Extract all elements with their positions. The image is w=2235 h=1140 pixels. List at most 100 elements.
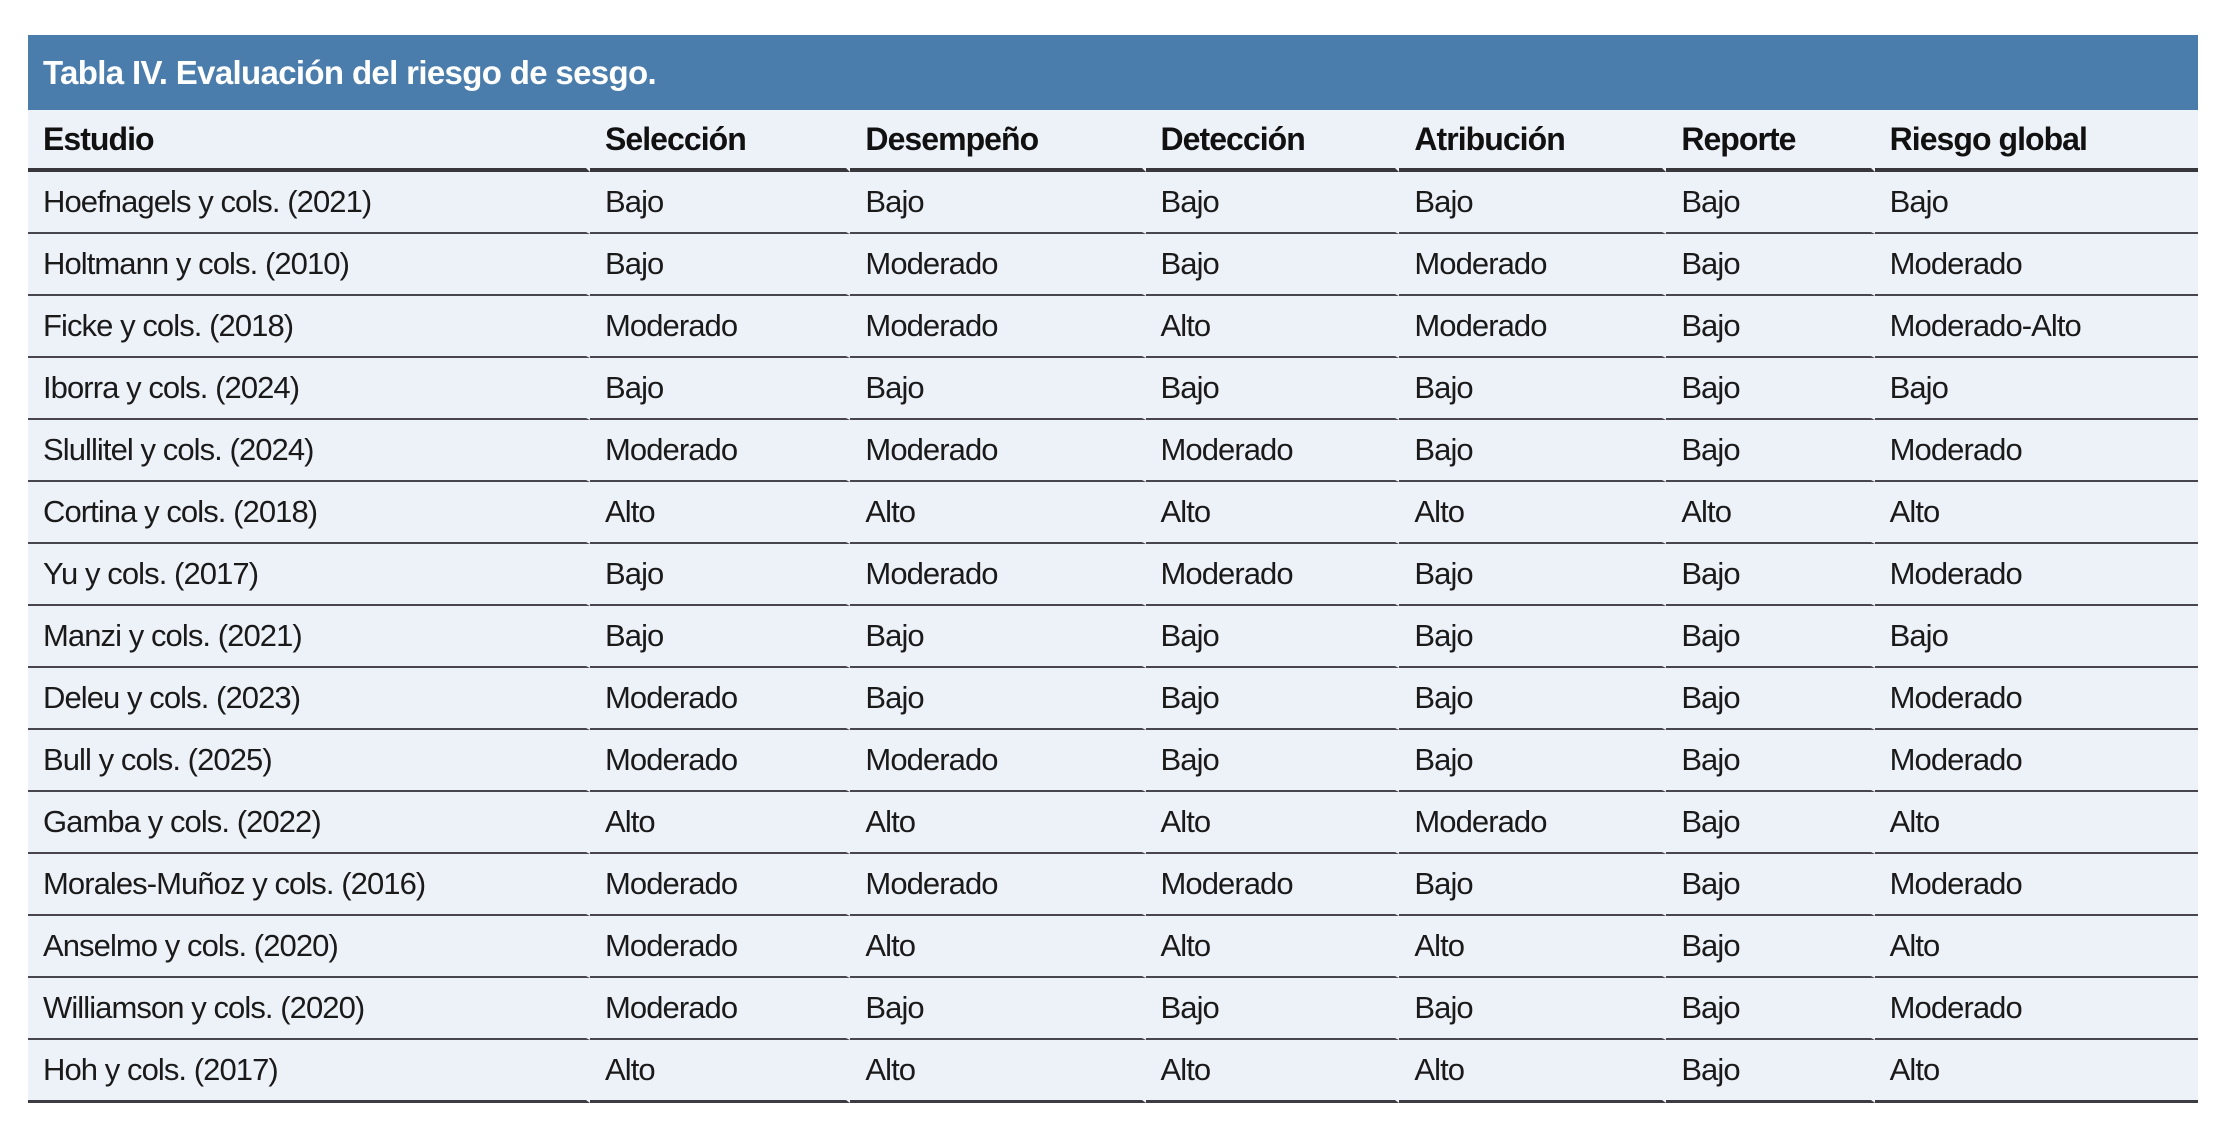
- table-row: Slullitel y cols. (2024) Moderado Moderado…: [28, 420, 2198, 482]
- table-row: Bull y cols. (2025) Moderado Moderado Bajo B…: [28, 730, 2198, 792]
- risk-rating-cell: Bajo: [1399, 978, 1667, 1040]
- risk-rating-cell: Moderado-Alto: [1874, 296, 2198, 358]
- table-title-bar: Tabla IV. Evaluación del riesgo de sesgo…: [28, 35, 2198, 110]
- study-name-cell: Cortina y cols. (2018): [28, 482, 591, 544]
- risk-rating-cell: Moderado: [590, 420, 851, 482]
- risk-rating-cell: Alto: [850, 792, 1146, 854]
- risk-rating-cell: Bajo: [1145, 668, 1400, 730]
- risk-rating-cell: Moderado: [1874, 234, 2198, 296]
- risk-rating-cell: Moderado: [850, 234, 1146, 296]
- risk-rating-cell: Bajo: [1874, 606, 2198, 668]
- risk-rating-cell: Moderado: [590, 668, 851, 730]
- risk-rating-cell: Bajo: [1874, 172, 2198, 234]
- study-name-cell: Yu y cols. (2017): [28, 544, 591, 606]
- risk-rating-cell: Alto: [850, 916, 1146, 978]
- risk-of-bias-table: Tabla IV. Evaluación del riesgo de sesgo…: [28, 35, 2198, 1103]
- risk-rating-cell: Moderado: [850, 296, 1146, 358]
- study-name-cell: Manzi y cols. (2021): [28, 606, 591, 668]
- risk-rating-cell: Alto: [1874, 482, 2198, 544]
- risk-rating-cell: Moderado: [1145, 854, 1400, 916]
- risk-rating-cell: Bajo: [1666, 978, 1875, 1040]
- risk-rating-cell: Moderado: [1145, 420, 1400, 482]
- risk-rating-cell: Bajo: [1666, 916, 1875, 978]
- risk-rating-cell: Alto: [850, 482, 1146, 544]
- risk-rating-cell: Bajo: [1399, 420, 1667, 482]
- risk-rating-cell: Moderado: [1145, 544, 1400, 606]
- bias-assessment-table: Estudio Selección Desempeño Detección At…: [28, 110, 2198, 1103]
- risk-rating-cell: Alto: [850, 1040, 1146, 1103]
- table-row: Anselmo y cols. (2020) Moderado Alto Alto Al…: [28, 916, 2198, 978]
- study-name-cell: Holtmann y cols. (2010): [28, 234, 591, 296]
- risk-rating-cell: Bajo: [1874, 358, 2198, 420]
- risk-rating-cell: Moderado: [1399, 234, 1667, 296]
- table-row: Holtmann y cols. (2010) Bajo Moderado Bajo M…: [28, 234, 2198, 296]
- table-row: Iborra y cols. (2024) Bajo Bajo Bajo Bajo Baj…: [28, 358, 2198, 420]
- risk-rating-cell: Moderado: [590, 854, 851, 916]
- study-name-cell: Morales-Muñoz y cols. (2016): [28, 854, 591, 916]
- column-header-reporte: Reporte: [1666, 110, 1875, 172]
- risk-rating-cell: Alto: [1874, 792, 2198, 854]
- risk-rating-cell: Alto: [1145, 792, 1400, 854]
- risk-rating-cell: Bajo: [850, 358, 1146, 420]
- table-title: Tabla IV. Evaluación del riesgo de sesgo…: [43, 53, 657, 91]
- risk-rating-cell: Moderado: [1874, 854, 2198, 916]
- column-header-estudio: Estudio: [28, 110, 591, 172]
- risk-rating-cell: Bajo: [1666, 296, 1875, 358]
- risk-rating-cell: Moderado: [850, 730, 1146, 792]
- study-name-cell: Deleu y cols. (2023): [28, 668, 591, 730]
- risk-rating-cell: Alto: [590, 792, 851, 854]
- risk-rating-cell: Alto: [1874, 916, 2198, 978]
- risk-rating-cell: Bajo: [850, 606, 1146, 668]
- table-row: Gamba y cols. (2022) Alto Alto Alto Moderado…: [28, 792, 2198, 854]
- table-row: Hoh y cols. (2017) Alto Alto Alto Alto Bajo Al…: [28, 1040, 2198, 1103]
- table-row: Ficke y cols. (2018) Moderado Moderado Alto…: [28, 296, 2198, 358]
- risk-rating-cell: Alto: [1145, 482, 1400, 544]
- risk-rating-cell: Moderado: [850, 420, 1146, 482]
- table-header-row: Estudio Selección Desempeño Detección At…: [28, 110, 2198, 172]
- risk-rating-cell: Bajo: [1666, 730, 1875, 792]
- risk-rating-cell: Bajo: [1145, 358, 1400, 420]
- column-header-atribucion: Atribución: [1399, 110, 1667, 172]
- risk-rating-cell: Bajo: [1399, 358, 1667, 420]
- risk-rating-cell: Bajo: [1145, 730, 1400, 792]
- study-name-cell: Slullitel y cols. (2024): [28, 420, 591, 482]
- risk-rating-cell: Moderado: [1874, 544, 2198, 606]
- table-row: Manzi y cols. (2021) Bajo Bajo Bajo Bajo Bajo…: [28, 606, 2198, 668]
- risk-rating-cell: Bajo: [1666, 544, 1875, 606]
- risk-rating-cell: Alto: [1399, 916, 1667, 978]
- risk-rating-cell: Alto: [1874, 1040, 2198, 1103]
- risk-rating-cell: Moderado: [1874, 978, 2198, 1040]
- table-row: Yu y cols. (2017) Bajo Moderado Moderado Baj…: [28, 544, 2198, 606]
- study-name-cell: Anselmo y cols. (2020): [28, 916, 591, 978]
- risk-rating-cell: Bajo: [590, 172, 851, 234]
- risk-rating-cell: Moderado: [850, 854, 1146, 916]
- risk-rating-cell: Bajo: [590, 358, 851, 420]
- table-row: Morales-Muñoz y cols. (2016) Moderado Mode…: [28, 854, 2198, 916]
- risk-rating-cell: Alto: [1399, 1040, 1667, 1103]
- risk-rating-cell: Bajo: [1666, 420, 1875, 482]
- table-body: Hoefnagels y cols. (2021) Bajo Bajo Bajo Baj…: [28, 172, 2198, 1103]
- table-row: Williamson y cols. (2020) Moderado Bajo Baj…: [28, 978, 2198, 1040]
- risk-rating-cell: Moderado: [1874, 730, 2198, 792]
- column-header-riesgo-global: Riesgo global: [1874, 110, 2198, 172]
- risk-rating-cell: Bajo: [1666, 172, 1875, 234]
- study-name-cell: Hoh y cols. (2017): [28, 1040, 591, 1103]
- risk-rating-cell: Moderado: [850, 544, 1146, 606]
- study-name-cell: Hoefnagels y cols. (2021): [28, 172, 591, 234]
- risk-rating-cell: Moderado: [1874, 420, 2198, 482]
- risk-rating-cell: Bajo: [590, 234, 851, 296]
- risk-rating-cell: Moderado: [1399, 296, 1667, 358]
- risk-rating-cell: Bajo: [850, 978, 1146, 1040]
- study-name-cell: Gamba y cols. (2022): [28, 792, 591, 854]
- risk-rating-cell: Bajo: [1666, 1040, 1875, 1103]
- risk-rating-cell: Bajo: [1399, 854, 1667, 916]
- risk-rating-cell: Alto: [1399, 482, 1667, 544]
- risk-rating-cell: Bajo: [1399, 544, 1667, 606]
- risk-rating-cell: Bajo: [1666, 234, 1875, 296]
- risk-rating-cell: Bajo: [1145, 978, 1400, 1040]
- risk-rating-cell: Alto: [590, 482, 851, 544]
- risk-rating-cell: Bajo: [590, 544, 851, 606]
- risk-rating-cell: Alto: [590, 1040, 851, 1103]
- risk-rating-cell: Bajo: [1145, 606, 1400, 668]
- risk-rating-cell: Bajo: [1666, 358, 1875, 420]
